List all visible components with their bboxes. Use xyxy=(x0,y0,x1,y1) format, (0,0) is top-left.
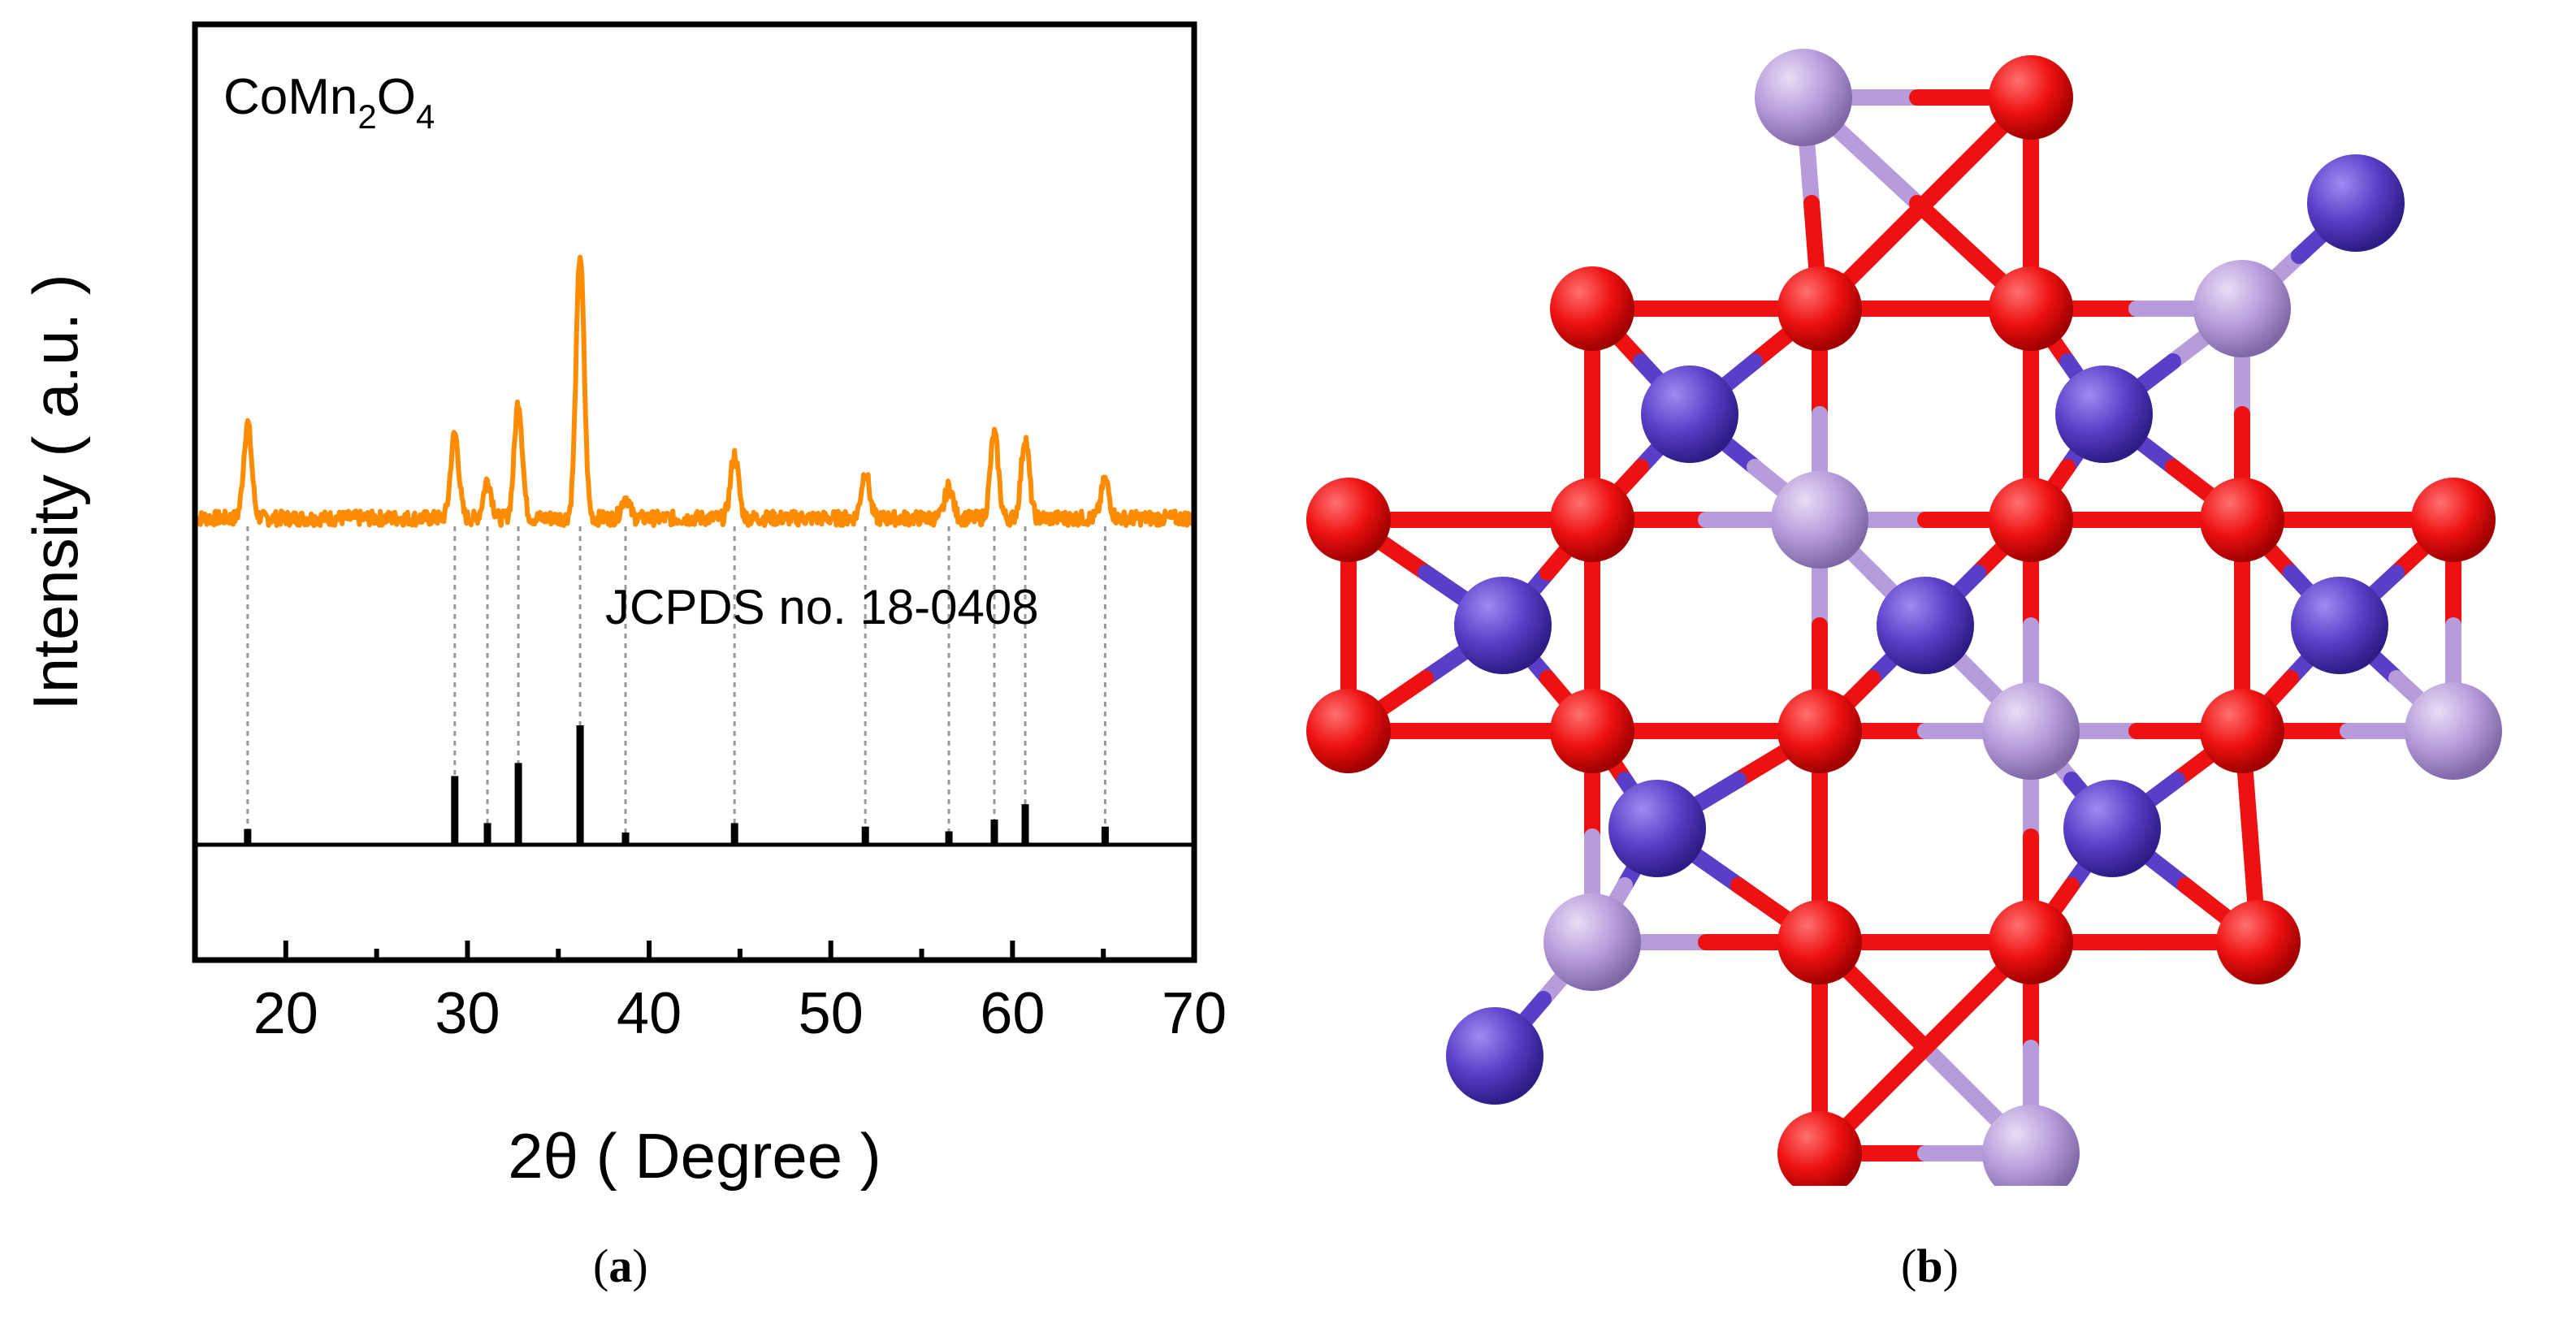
oxygen-atom xyxy=(2200,689,2284,773)
cobalt-atom xyxy=(1877,577,1974,674)
cobalt-atom xyxy=(1454,577,1552,674)
oxygen-atom xyxy=(1550,266,1634,351)
xrd-series-line xyxy=(193,254,1197,529)
crystal-structure-panel: (b) xyxy=(1284,32,2576,1292)
manganese-atom xyxy=(1543,893,1641,991)
x-axis-label: 2θ ( Degree ) xyxy=(508,1120,881,1192)
reference-label: JCPDS no. 18-0408 xyxy=(605,580,1039,634)
caption-b: (b) xyxy=(1901,1239,1959,1292)
cobalt-atom xyxy=(1446,1007,1543,1105)
xrd-panel: 20 30 40 50 60 70 CoMn2O4 JCPDS no. 18-0408 2… xyxy=(0,0,1267,1324)
manganese-atom xyxy=(1982,682,2080,780)
atoms xyxy=(1306,49,2502,1202)
manganese-atom xyxy=(2193,260,2291,357)
cobalt-atom xyxy=(2055,366,2153,463)
oxygen-atom xyxy=(1989,55,2073,140)
plot-frame xyxy=(192,21,1197,963)
x-tick-label: 40 xyxy=(617,981,682,1046)
manganese-atom xyxy=(2405,682,2502,780)
cobalt-atom xyxy=(1608,780,1706,877)
x-tick-label: 60 xyxy=(980,981,1045,1046)
manganese-atom xyxy=(1982,1105,2080,1202)
cobalt-atom xyxy=(2307,154,2405,252)
oxygen-atom xyxy=(1777,266,1862,351)
oxygen-atom xyxy=(2411,478,2496,562)
oxygen-atom xyxy=(1989,900,2073,984)
reference-peak-bars xyxy=(244,725,1109,843)
oxygen-atom xyxy=(1306,478,1391,562)
cobalt-atom xyxy=(2291,577,2388,674)
xrd-chart: 20 30 40 50 60 70 CoMn2O4 JCPDS no. 18-0408 2… xyxy=(19,21,1227,1192)
oxygen-atom xyxy=(2216,900,2301,984)
oxygen-atom xyxy=(2200,478,2284,562)
oxygen-atom xyxy=(1777,689,1862,773)
oxygen-atom xyxy=(1989,266,2073,351)
manganese-atom xyxy=(1771,471,1868,569)
oxygen-atom xyxy=(1550,689,1634,773)
x-tick-label: 30 xyxy=(435,981,500,1046)
x-tick-label: 70 xyxy=(1162,981,1227,1046)
manganese-atom xyxy=(1755,49,1852,146)
oxygen-atom xyxy=(1777,900,1862,984)
sample-label: CoMn2O4 xyxy=(223,69,435,136)
caption-a: (a) xyxy=(593,1239,648,1292)
crystal-structure xyxy=(1306,49,2502,1202)
x-tick-label: 20 xyxy=(253,981,318,1046)
oxygen-atom xyxy=(1777,1111,1862,1196)
y-axis-label: Intensity ( a.u. ) xyxy=(19,274,91,711)
x-tick-label: 50 xyxy=(799,981,864,1046)
cobalt-atom xyxy=(2063,780,2161,877)
cobalt-atom xyxy=(1641,366,1738,463)
x-axis-ticks: 20 30 40 50 60 70 xyxy=(193,941,1227,1046)
oxygen-atom xyxy=(1989,478,2073,562)
oxygen-atom xyxy=(1550,478,1634,562)
reference-guide-lines xyxy=(246,526,1106,843)
oxygen-atom xyxy=(1306,689,1391,773)
